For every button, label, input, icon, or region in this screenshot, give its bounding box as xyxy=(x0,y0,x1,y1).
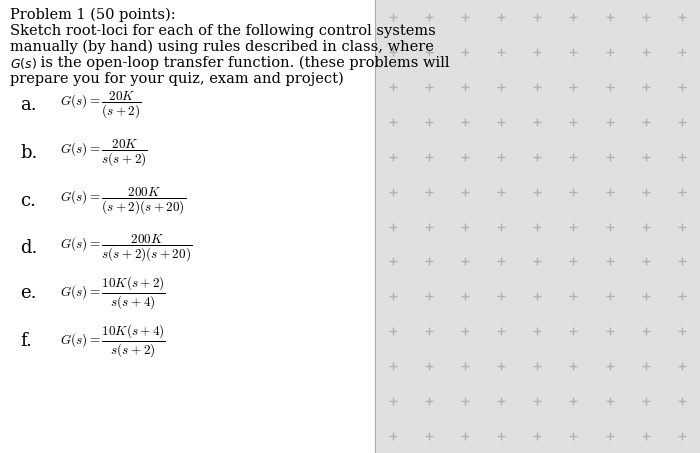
Text: f.: f. xyxy=(20,332,32,350)
Text: b.: b. xyxy=(20,144,37,162)
Text: prepare you for your quiz, exam and project): prepare you for your quiz, exam and proj… xyxy=(10,72,344,87)
Text: $G(s) = \dfrac{200K}{(s+2)(s+20)}$: $G(s) = \dfrac{200K}{(s+2)(s+20)}$ xyxy=(60,186,186,217)
Text: $G(s)$: $G(s)$ xyxy=(10,56,37,71)
Text: $G(s) = \dfrac{20K}{s(s+2)}$: $G(s) = \dfrac{20K}{s(s+2)}$ xyxy=(60,138,148,169)
Bar xyxy=(374,0,700,453)
Text: $G(s) = \dfrac{200K}{s(s+2)(s+20)}$: $G(s) = \dfrac{200K}{s(s+2)(s+20)}$ xyxy=(60,232,192,264)
Text: manually (by hand) using rules described in class, where: manually (by hand) using rules described… xyxy=(10,40,434,54)
Text: c.: c. xyxy=(20,192,36,210)
Text: a.: a. xyxy=(20,96,36,114)
Text: $G(s) = \dfrac{10K(s+4)}{s(s+2)}$: $G(s) = \dfrac{10K(s+4)}{s(s+2)}$ xyxy=(60,323,166,359)
Text: Sketch root-loci for each of the following control systems: Sketch root-loci for each of the followi… xyxy=(10,24,435,38)
Text: $G(s) = \dfrac{10K(s+2)}{s(s+4)}$: $G(s) = \dfrac{10K(s+2)}{s(s+4)}$ xyxy=(60,275,166,312)
Text: $G(s) = \dfrac{20K}{(s+2)}$: $G(s) = \dfrac{20K}{(s+2)}$ xyxy=(60,90,141,120)
Text: e.: e. xyxy=(20,284,36,302)
Text: is the open-loop transfer function. (these problems will: is the open-loop transfer function. (the… xyxy=(36,56,449,70)
Text: Problem 1 (50 points):: Problem 1 (50 points): xyxy=(10,8,176,22)
Bar xyxy=(0,0,374,453)
Text: d.: d. xyxy=(20,239,37,257)
